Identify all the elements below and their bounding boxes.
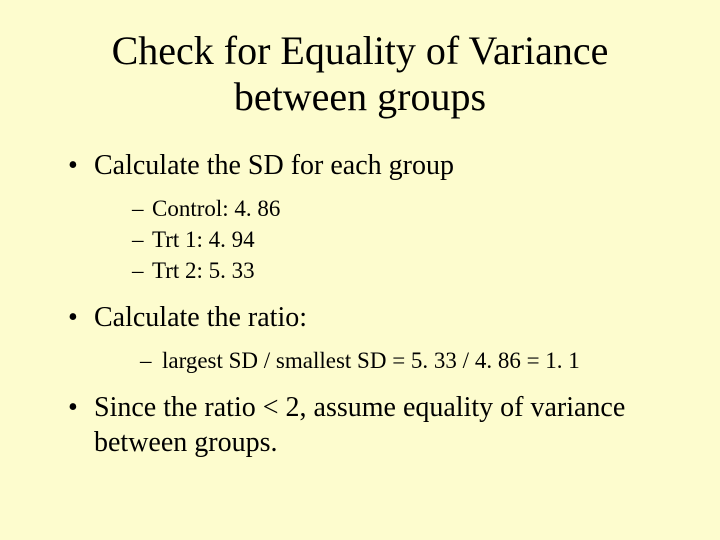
bullet-text: Since the ratio < 2, assume equality of … (94, 392, 625, 458)
slide-title: Check for Equality of Variance between g… (60, 28, 660, 120)
sub-item: Trt 1: 4. 94 (132, 224, 660, 255)
bullet-item: Calculate the SD for each group Control:… (68, 148, 660, 286)
sub-item: Control: 4. 86 (132, 193, 660, 224)
bullet-item: Calculate the ratio: largest SD / smalle… (68, 300, 660, 376)
sub-text: largest SD / smallest SD = 5. 33 / 4. 86… (162, 348, 580, 373)
sub-text: Trt 2: 5. 33 (152, 258, 255, 283)
bullet-list: Calculate the SD for each group Control:… (60, 148, 660, 460)
bullet-item: Since the ratio < 2, assume equality of … (68, 390, 660, 460)
bullet-text: Calculate the ratio: (94, 302, 307, 333)
sub-item: Trt 2: 5. 33 (132, 255, 660, 286)
slide-container: Check for Equality of Variance between g… (0, 0, 720, 540)
sub-list: largest SD / smallest SD = 5. 33 / 4. 86… (94, 345, 660, 376)
sub-item: largest SD / smallest SD = 5. 33 / 4. 86… (132, 345, 660, 376)
sub-text: Control: 4. 86 (152, 196, 280, 221)
bullet-text: Calculate the SD for each group (94, 150, 454, 181)
sub-list: Control: 4. 86 Trt 1: 4. 94 Trt 2: 5. 33 (94, 193, 660, 286)
sub-text: Trt 1: 4. 94 (152, 227, 255, 252)
